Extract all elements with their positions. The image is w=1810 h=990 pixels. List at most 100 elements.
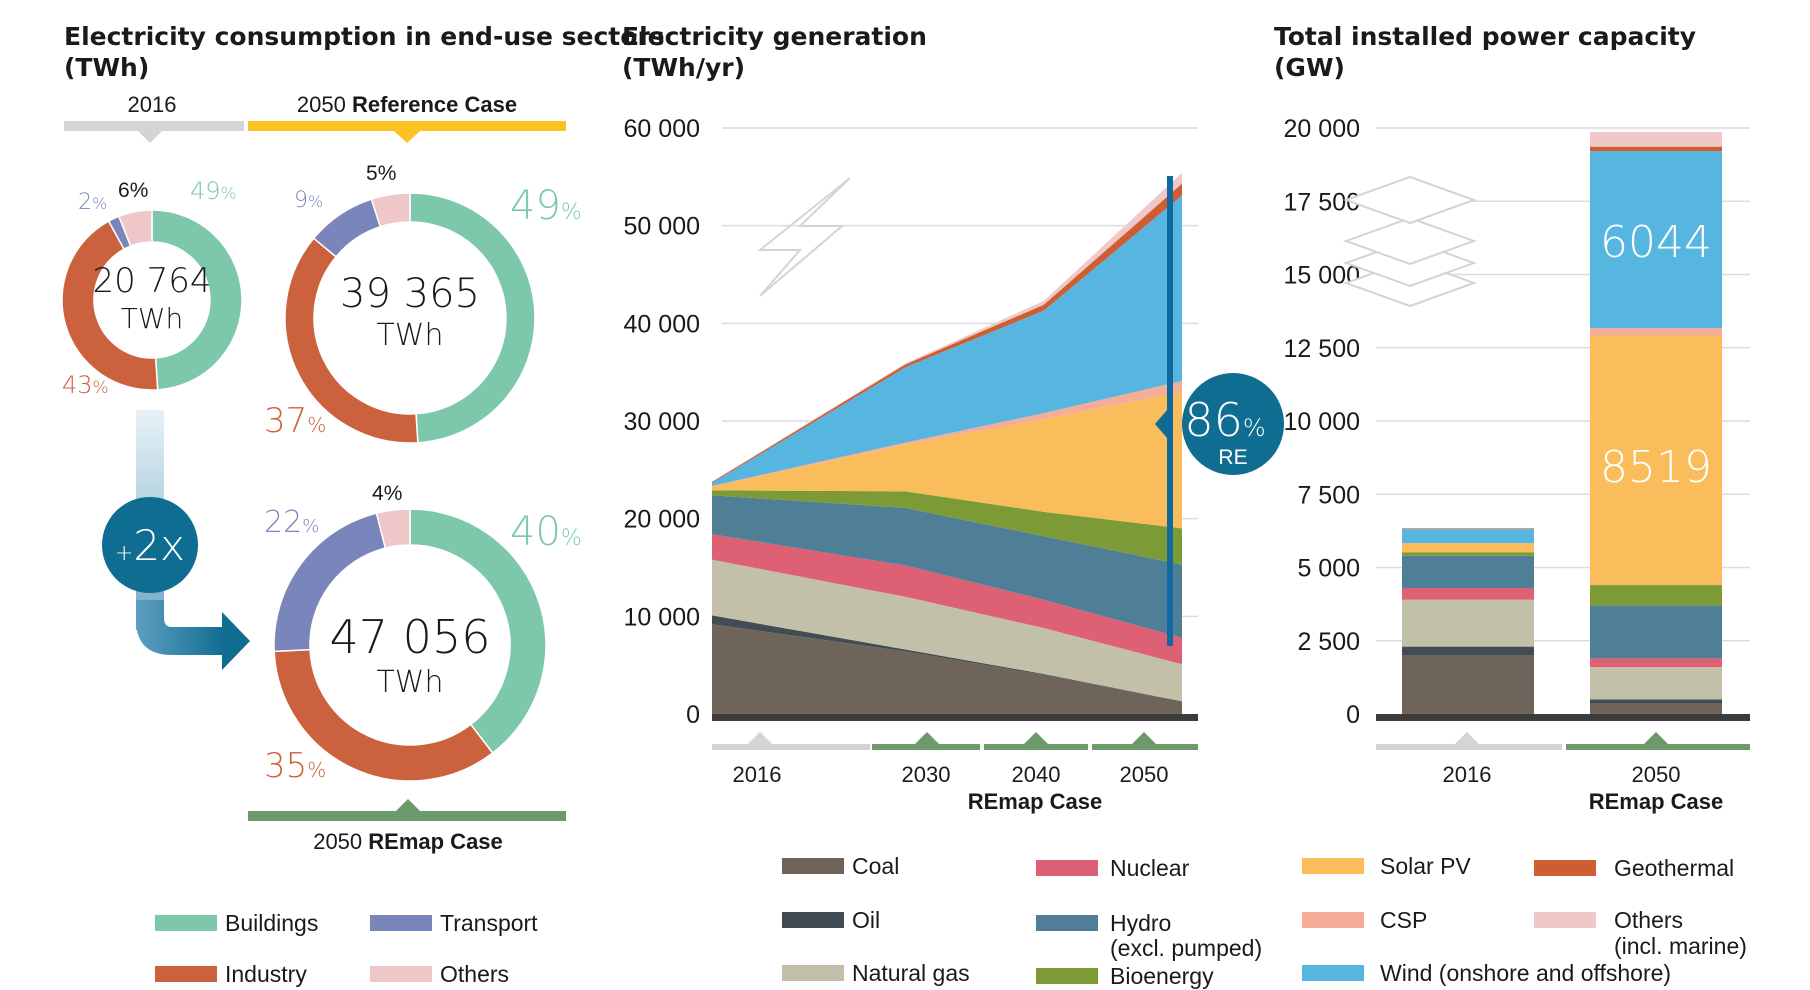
capacity-ytick-label: 10 000: [1284, 408, 1360, 436]
header-reference-bar: [248, 121, 566, 131]
capacity-bar-2050-nuclear: [1590, 658, 1722, 668]
generation-2030-pointer: [915, 732, 939, 744]
generation-area-wind-onshore-and-offshore-: [712, 195, 1182, 486]
capacity-title-line2: (GW): [1274, 53, 1345, 82]
generation-title-line1: Electricity generation: [622, 22, 927, 51]
donut-2016: [61, 209, 243, 391]
donut-reference-unit: TWh: [376, 318, 443, 353]
capacity-ytick-label: 12 500: [1284, 335, 1360, 363]
legend-coal-swatch: [782, 858, 844, 874]
header-2016-bar: [64, 121, 244, 131]
donut-2-slice-buildings: [409, 508, 547, 755]
re-share-value: 86%: [1184, 393, 1265, 447]
growth-arrow-bend: [136, 600, 225, 655]
capacity-xtick-2016: 2016: [1443, 762, 1492, 787]
donut-reference-buildings-share: 49%: [510, 183, 582, 229]
donut-2-slice-others: [375, 508, 411, 549]
legend-natural-gas-label: Natural gas: [852, 960, 970, 986]
legend-hydro-label: Hydro: [1110, 910, 1171, 936]
header-reference-label: 2050 Reference Case: [297, 92, 517, 117]
donut-2016-buildings-share: 49%: [190, 177, 237, 205]
donut-2016-unit: TWh: [121, 302, 184, 335]
legend-transport-swatch: [370, 915, 432, 931]
legend-geothermal-swatch: [1534, 860, 1596, 876]
generation-areas: [712, 172, 1182, 714]
legend-industry-label: Industry: [225, 961, 307, 987]
capacity-panel: Total installed power capacity (GW) 0 2 5…: [1274, 22, 1750, 814]
capacity-bar-2016-natural-gas: [1402, 599, 1534, 647]
generation-xtick-2040: 2040: [1012, 762, 1061, 787]
generation-ytick-label: 50 000: [624, 213, 700, 241]
generation-title-line2: (TWh/yr): [622, 53, 745, 82]
capacity-ytick-label: 20 000: [1284, 115, 1360, 143]
donut-2016-others-share: 6%: [118, 179, 148, 202]
consumption-title-line1: Electricity consumption in end-use secto…: [64, 22, 665, 51]
legend-nuclear-label: Nuclear: [1110, 855, 1190, 881]
footer-remap-label: 2050 REmap Case: [313, 829, 503, 854]
legend-others-swatch: [370, 966, 432, 982]
capacity-bar-2050-csp: [1590, 328, 1722, 336]
generation-xtick-2030: 2030: [902, 762, 951, 787]
generation-ytick-label: 20 000: [624, 506, 700, 534]
legend-oil-label: Oil: [852, 907, 880, 933]
capacity-solar-2050-label: 8519: [1600, 442, 1712, 493]
generation-ytick-label: 30 000: [624, 408, 700, 436]
donut-2050-reference: [284, 192, 536, 444]
growth-multiplier-label: +2x: [115, 521, 185, 570]
generation-ytick-label: 0: [686, 701, 700, 729]
legend-coal-label: Coal: [852, 853, 899, 879]
header-2016-label: 2016: [128, 92, 177, 117]
capacity-bar-2050-geothermal: [1590, 146, 1722, 152]
donut-0-slice-buildings: [151, 209, 243, 391]
capacity-bar-2050-oil: [1590, 699, 1722, 704]
legend-oil-swatch: [782, 912, 844, 928]
legend-csp-label: CSP: [1380, 907, 1427, 933]
legend-wind-label: Wind (onshore and offshore): [1380, 960, 1671, 986]
legend-buildings-swatch: [155, 915, 217, 931]
generation-area-csp: [712, 380, 1182, 487]
capacity-bar-2050-coal: [1590, 703, 1722, 714]
donut-2016-industry-share: 43%: [62, 371, 109, 399]
generation-2016-bar: [712, 744, 870, 750]
donut-remap-unit: TWh: [376, 665, 443, 700]
legend-nuclear-swatch: [1036, 860, 1098, 876]
capacity-ytick-label: 0: [1346, 701, 1360, 729]
capacity-2016-pointer: [1455, 732, 1479, 744]
capacity-bar-2016-bioenergy: [1402, 552, 1534, 556]
capacity-bar-2016-geothermal: [1402, 528, 1534, 530]
legend-hydro-swatch: [1036, 915, 1098, 931]
generation-area-nuclear: [712, 534, 1182, 665]
capacity-2050-bar: [1566, 744, 1750, 750]
capacity-bars: [1402, 132, 1722, 714]
generation-remap-label: REmap Case: [968, 789, 1103, 814]
capacity-bar-2016-hydro-excl-pumped-: [1402, 555, 1534, 589]
legend-hydro-sublabel: (excl. pumped): [1110, 935, 1262, 961]
lightning-icon: [757, 177, 851, 297]
capacity-ytick-label: 17 500: [1284, 188, 1360, 216]
capacity-bar-2016-wind-onshore-and-offshore-: [1402, 529, 1534, 544]
capacity-ytick-label: 7 500: [1297, 481, 1360, 509]
legend-wind-swatch: [1302, 965, 1364, 981]
capacity-ytick-label: 2 500: [1297, 628, 1360, 656]
capacity-2016-bar: [1376, 744, 1562, 750]
generation-area-coal: [712, 624, 1182, 714]
generation-ytick-label: 60 000: [624, 115, 700, 143]
legend-others-label: Others: [440, 961, 509, 987]
capacity-baseline: [1376, 714, 1750, 721]
generation-panel: Electricity generation (TWh/yr) 0 10 000 2…: [622, 22, 1284, 814]
donut-2016-total: 20 764: [93, 261, 212, 301]
capacity-y-ticks: 0 2 500 5 000 7 500 10 000 12 500 15 000 17 500…: [1284, 115, 1360, 729]
legend-others-gen-swatch: [1534, 912, 1596, 928]
donut-2016-transport-share: 2%: [78, 190, 107, 215]
donut-remap-total: 47 056: [330, 610, 491, 664]
generation-legend: Coal Oil Natural gas Nuclear Hydro (excl…: [782, 853, 1747, 989]
legend-csp-swatch: [1302, 912, 1364, 928]
donut-remap-transport-share: 22%: [264, 505, 319, 540]
generation-2050-pointer: [1132, 732, 1156, 744]
header-reference-pointer: [394, 131, 420, 143]
legend-transport-label: Transport: [440, 910, 538, 936]
donut-reference-transport-share: 9%: [294, 188, 323, 213]
capacity-bar-2050-bioenergy: [1590, 585, 1722, 606]
generation-baseline: [712, 714, 1198, 721]
